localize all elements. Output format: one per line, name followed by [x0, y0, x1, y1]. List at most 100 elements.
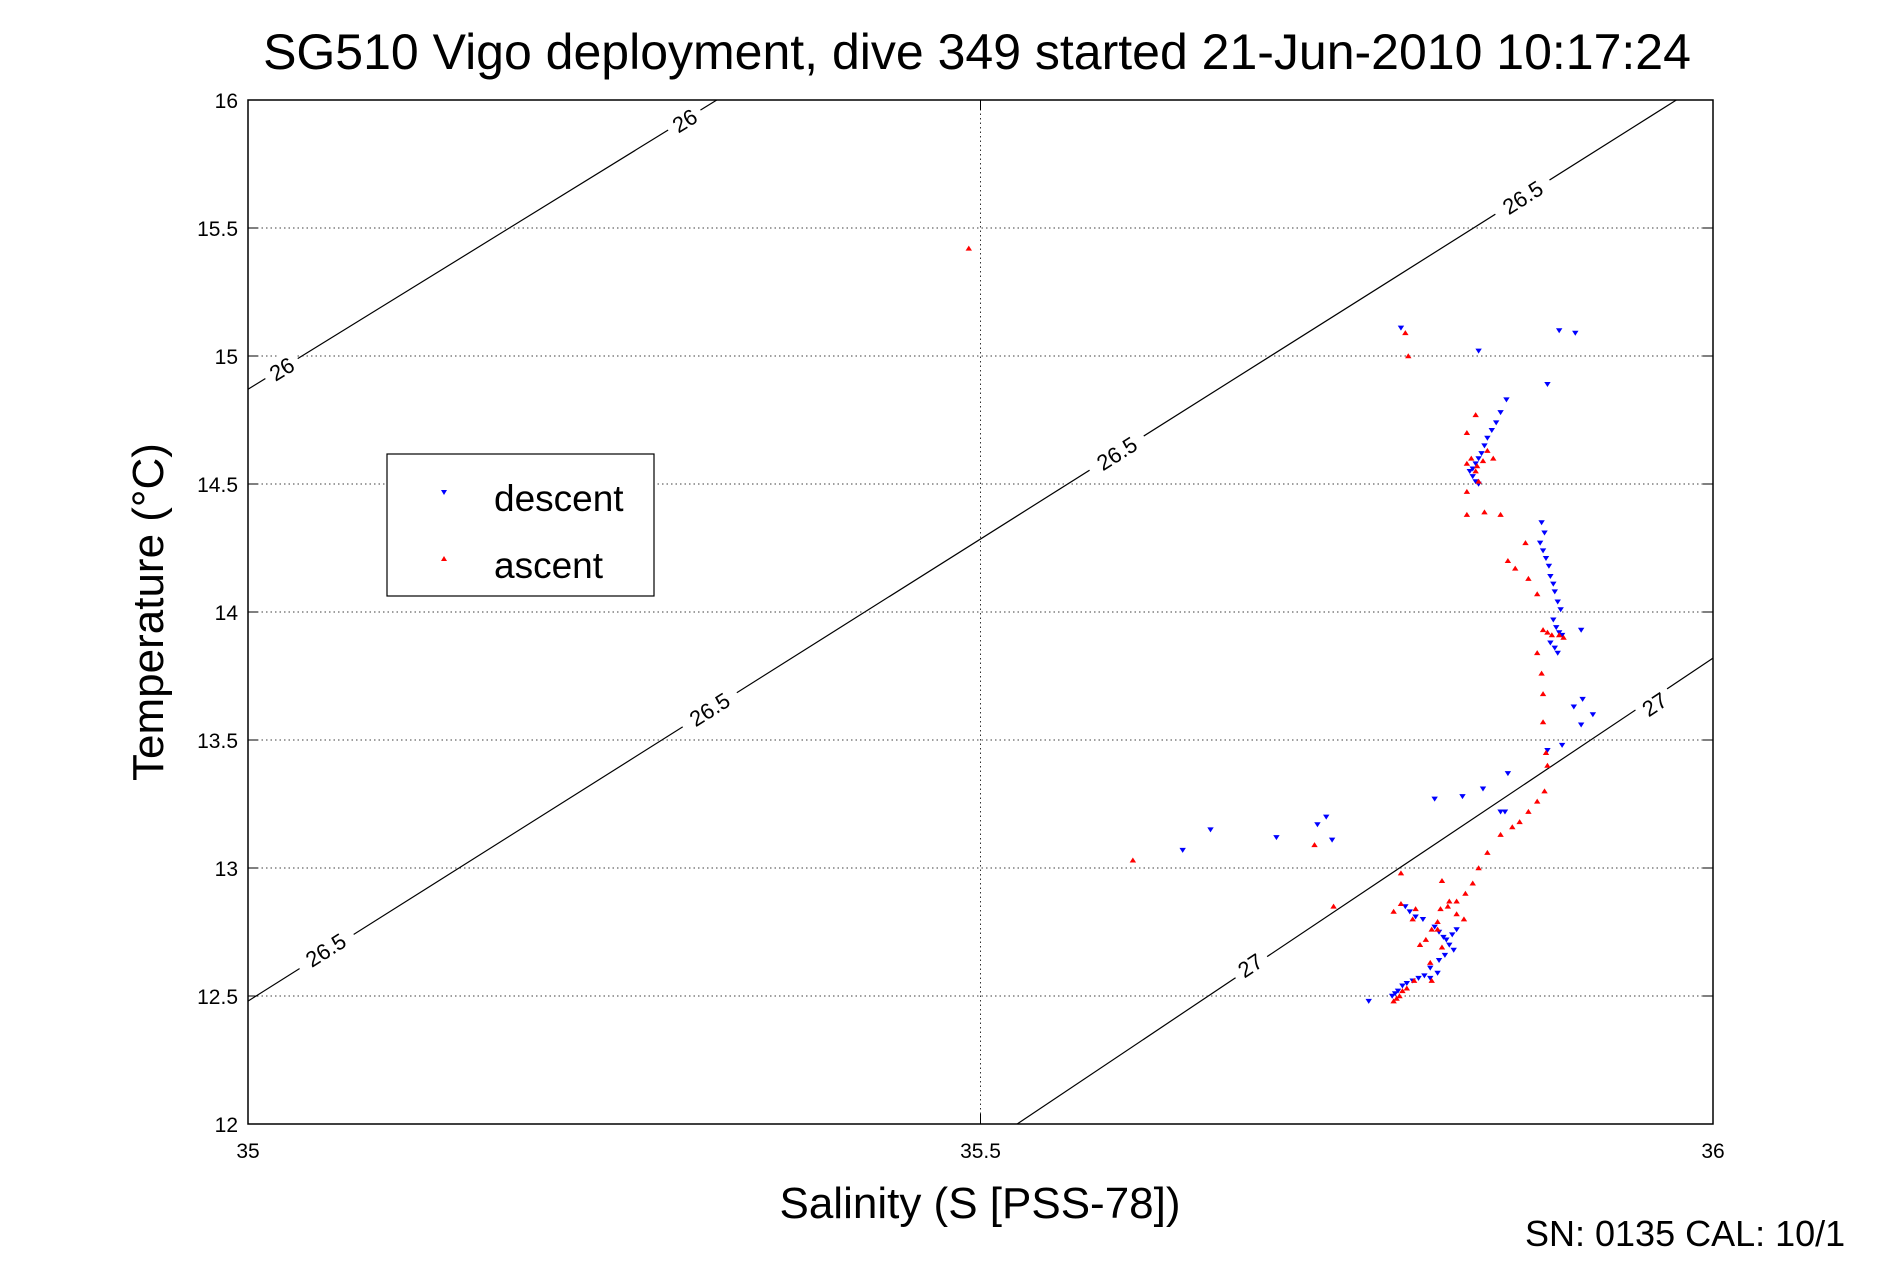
- ascent-point: [1481, 509, 1488, 515]
- ascent-point: [1539, 627, 1547, 633]
- ascent-point: [1129, 857, 1137, 863]
- ascent-point: [1462, 890, 1469, 896]
- descent-point: [1551, 589, 1558, 595]
- ascent-point: [1463, 430, 1471, 435]
- contour-label-background: [1082, 425, 1151, 482]
- ascent-point: [1475, 478, 1482, 484]
- descent-point: [1450, 947, 1457, 953]
- descent-point: [1475, 456, 1482, 462]
- descent-point: [1391, 991, 1399, 997]
- ascent-point: [1434, 918, 1441, 924]
- ascent-point: [1396, 993, 1403, 999]
- descent-point: [1554, 650, 1561, 656]
- ascent-point: [1490, 455, 1497, 461]
- ascent-point: [1397, 901, 1405, 907]
- descent-point: [1434, 970, 1441, 976]
- serial-calibration-text: SN: 0135 CAL: 10/1: [1525, 1213, 1846, 1254]
- contour-label-group: 26.5: [675, 681, 744, 738]
- isopycnal-line: [1016, 657, 1714, 1125]
- contour-label-group: 26.5: [1488, 169, 1557, 226]
- descent-point: [1558, 632, 1566, 638]
- ascent-point: [1484, 849, 1491, 855]
- ascent-point: [1428, 977, 1435, 983]
- ascent-point: [1311, 842, 1318, 848]
- descent-point: [1504, 771, 1512, 777]
- descent-point: [1440, 934, 1447, 940]
- y-tick-label: 15.5: [197, 218, 238, 241]
- legend-box: [386, 453, 655, 597]
- descent-point: [1478, 451, 1485, 457]
- y-tick-label: 15: [215, 346, 238, 369]
- descent-point: [1403, 981, 1411, 986]
- descent-point: [1577, 627, 1585, 633]
- y-tick-label: 12: [215, 1114, 238, 1137]
- descent-point: [1544, 748, 1551, 754]
- ascent-point: [1403, 985, 1411, 991]
- ascent-point: [1525, 808, 1532, 814]
- ascent-point: [1412, 906, 1419, 912]
- ascent-point: [1397, 870, 1405, 876]
- ascent-point: [1473, 463, 1481, 469]
- descent-point: [1469, 474, 1476, 480]
- descent-point: [1503, 397, 1510, 403]
- ascent-point: [1497, 511, 1504, 517]
- descent-point: [1399, 983, 1406, 989]
- y-tick-label: 16: [215, 90, 238, 113]
- ascent-point: [1390, 908, 1397, 914]
- descent-point: [1427, 975, 1434, 981]
- contour-label-group: 27: [1227, 943, 1274, 987]
- descent-point: [1443, 937, 1450, 943]
- ascent-point: [1544, 762, 1551, 768]
- ascent-point: [1409, 916, 1416, 922]
- descent-point: [1419, 917, 1427, 922]
- descent-point: [1475, 348, 1482, 354]
- contour-label-background: [258, 347, 305, 390]
- descent-point: [1449, 932, 1456, 938]
- data-points: [965, 245, 1597, 1004]
- y-tick-label: 14: [215, 602, 239, 625]
- ascent-point: [1522, 540, 1529, 546]
- descent-point: [1497, 410, 1504, 416]
- ascent-point: [1405, 353, 1412, 359]
- x-tick-label: 35: [236, 1140, 259, 1163]
- chart-title: SG510 Vigo deployment, dive 349 started …: [263, 24, 1691, 80]
- descent-point: [1497, 809, 1504, 815]
- x-axis-label: Salinity (S [PSS-78]): [779, 1179, 1180, 1228]
- descent-point: [1554, 599, 1561, 605]
- descent-point: [1501, 809, 1509, 815]
- contour-label-background: [1488, 169, 1557, 226]
- descent-point: [1179, 847, 1186, 853]
- isopycnal-line: [247, 99, 718, 390]
- ascent-point: [1416, 942, 1424, 947]
- ascent-point: [1390, 998, 1397, 1004]
- ascent-point: [1444, 903, 1452, 909]
- ascent-point: [1475, 865, 1482, 871]
- descent-point: [1579, 696, 1586, 702]
- ascent-point: [1560, 634, 1567, 640]
- descent-point: [1557, 607, 1564, 613]
- descent-point: [1492, 420, 1500, 426]
- ascent-point: [1453, 898, 1460, 904]
- descent-point: [1550, 581, 1557, 587]
- descent-point: [1427, 965, 1434, 971]
- ascent-point: [1542, 750, 1550, 755]
- ascent-point: [1434, 926, 1441, 932]
- descent-point: [1539, 548, 1547, 554]
- legend-descent-marker: [441, 490, 447, 495]
- y-tick-label: 13: [215, 858, 238, 881]
- descent-point: [1479, 786, 1487, 792]
- ascent-point: [1484, 447, 1491, 453]
- descent-point: [1550, 617, 1557, 623]
- axis-ticks: 35 35.5 36 12 12.5 13 13.5 14 14.5 15 15.5 16: [197, 90, 1725, 1163]
- descent-point: [1558, 742, 1566, 748]
- contour-label-group: 27: [1631, 682, 1678, 726]
- x-tick-label: 35.5: [960, 1140, 1001, 1163]
- ascent-point: [1422, 936, 1430, 942]
- ascent-point: [1516, 819, 1523, 825]
- ascent-point: [1437, 906, 1444, 912]
- contour-label-group: 26.5: [1082, 425, 1151, 482]
- descent-point: [1394, 988, 1402, 994]
- ascent-point: [1512, 565, 1519, 571]
- descent-point: [1547, 640, 1554, 646]
- ascent-point: [1534, 798, 1541, 804]
